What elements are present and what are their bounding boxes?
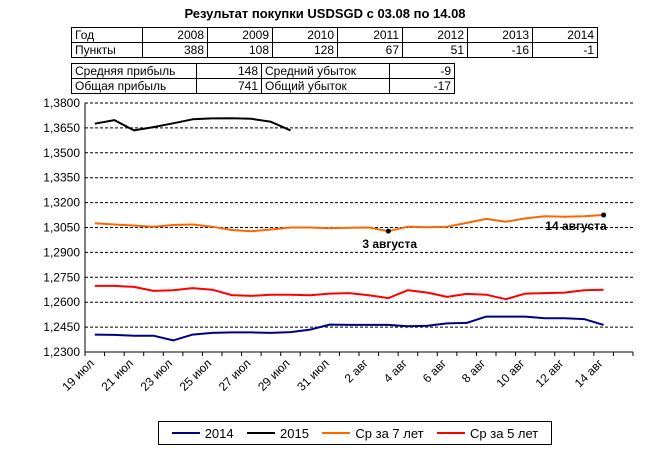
x-tick-label: 25 июл — [177, 356, 215, 394]
legend-item-avg7: Ср за 7 лет — [322, 425, 424, 441]
summary-table: Средняя прибыль 148 Средний убыток -9 Об… — [71, 63, 455, 94]
y-tick-label: 1,3650 — [43, 121, 80, 135]
points-cell: 108 — [207, 42, 273, 58]
x-tick-label: 14 авг — [572, 356, 606, 390]
results-table: Год 2008 2009 2010 2011 2012 2013 2014 П… — [71, 27, 598, 58]
legend-label: 2015 — [280, 425, 309, 441]
label-avg-profit: Средняя прибыль — [71, 63, 197, 79]
y-tick-label: 1,2450 — [43, 320, 80, 334]
y-tick-label: 1,2900 — [43, 245, 80, 259]
x-tick-label: 4 авг — [381, 356, 411, 386]
legend-item-avg5: Ср за 5 лет — [437, 426, 538, 441]
x-tick-label: 10 авг — [493, 356, 527, 390]
year-cell: 2012 — [402, 27, 468, 43]
points-cell: -16 — [467, 42, 533, 58]
marker-point — [601, 212, 607, 218]
table-row-years: Год 2008 2009 2010 2011 2012 2013 2014 — [71, 27, 598, 43]
x-tick-label: 23 июл — [138, 356, 176, 394]
label-avg-loss: Средний убыток — [261, 63, 390, 79]
year-cell: 2014 — [532, 27, 598, 43]
chart-title: Результат покупки USDSGD с 03.08 по 14.0… — [184, 6, 466, 21]
label-total-profit: Общая прибыль — [71, 78, 197, 94]
legend-swatch — [171, 432, 200, 434]
annotation-label: 14 августа — [545, 219, 607, 233]
x-tick-label: 31 июл — [294, 356, 332, 394]
x-tick-label: 8 авг — [459, 356, 489, 386]
y-tick-label: 1,2300 — [43, 345, 80, 359]
points-cell: 51 — [402, 42, 468, 58]
legend-item-2015: 2015 — [247, 426, 309, 441]
x-tick-label: 29 июл — [255, 356, 293, 394]
line-chart: 1,2300 1,2450 1,2600 1,2750 1,2900 1,3050 1,32… — [43, 96, 634, 394]
x-tick-label: 19 июл — [59, 356, 97, 394]
x-tick-label: 2 авг — [342, 356, 372, 386]
table-row-points: Пункты 388 108 128 67 51 -16 -1 — [71, 42, 598, 58]
y-tick-label: 1,3350 — [43, 171, 80, 185]
y-tick-label: 1,3800 — [43, 96, 80, 110]
legend-item-2014: 2014 — [171, 425, 234, 441]
legend-label: Ср за 5 лет — [470, 425, 539, 441]
series-line-3 — [94, 284, 604, 301]
annotation-label: 3 августа — [362, 237, 417, 251]
y-tick-label: 1,3050 — [43, 221, 80, 235]
legend-label: 2014 — [204, 425, 234, 441]
y-tick-label: 1,2600 — [43, 295, 80, 309]
series-line-2 — [94, 214, 604, 233]
series-line-1 — [94, 117, 291, 132]
total-profit-value: 741 — [196, 78, 262, 94]
points-cell: 128 — [272, 42, 338, 58]
series-line-0 — [94, 315, 604, 342]
x-tick-label: 21 июл — [98, 356, 136, 394]
y-tick-label: 1,3200 — [43, 196, 80, 210]
legend: 2014 2015 Ср за 7 лет Ср за 5 лет — [158, 421, 552, 445]
avg-profit-value: 148 — [196, 63, 262, 79]
points-cell: 67 — [337, 42, 403, 58]
y-tick-label: 1,3500 — [43, 146, 80, 160]
legend-label: Ср за 7 лет — [355, 425, 424, 441]
x-tick-label: 12 авг — [533, 356, 567, 390]
points-cell: -1 — [532, 42, 598, 58]
marker-point — [385, 228, 391, 234]
points-cell: 388 — [142, 42, 208, 58]
table-row-total: Общая прибыль 741 Общий убыток -17 — [71, 78, 455, 94]
x-tick-label: 6 авг — [420, 356, 450, 386]
table-row-average: Средняя прибыль 148 Средний убыток -9 — [71, 63, 455, 79]
legend-swatch — [322, 432, 351, 434]
label-total-loss: Общий убыток — [261, 78, 390, 94]
x-tick-label: 27 июл — [216, 356, 254, 394]
y-tick-label: 1,2750 — [43, 270, 80, 284]
year-cell: 2008 — [142, 27, 208, 43]
label-points: Пункты — [71, 42, 143, 58]
total-loss-value: -17 — [389, 78, 455, 94]
legend-swatch — [247, 432, 276, 434]
legend-swatch — [437, 432, 466, 434]
